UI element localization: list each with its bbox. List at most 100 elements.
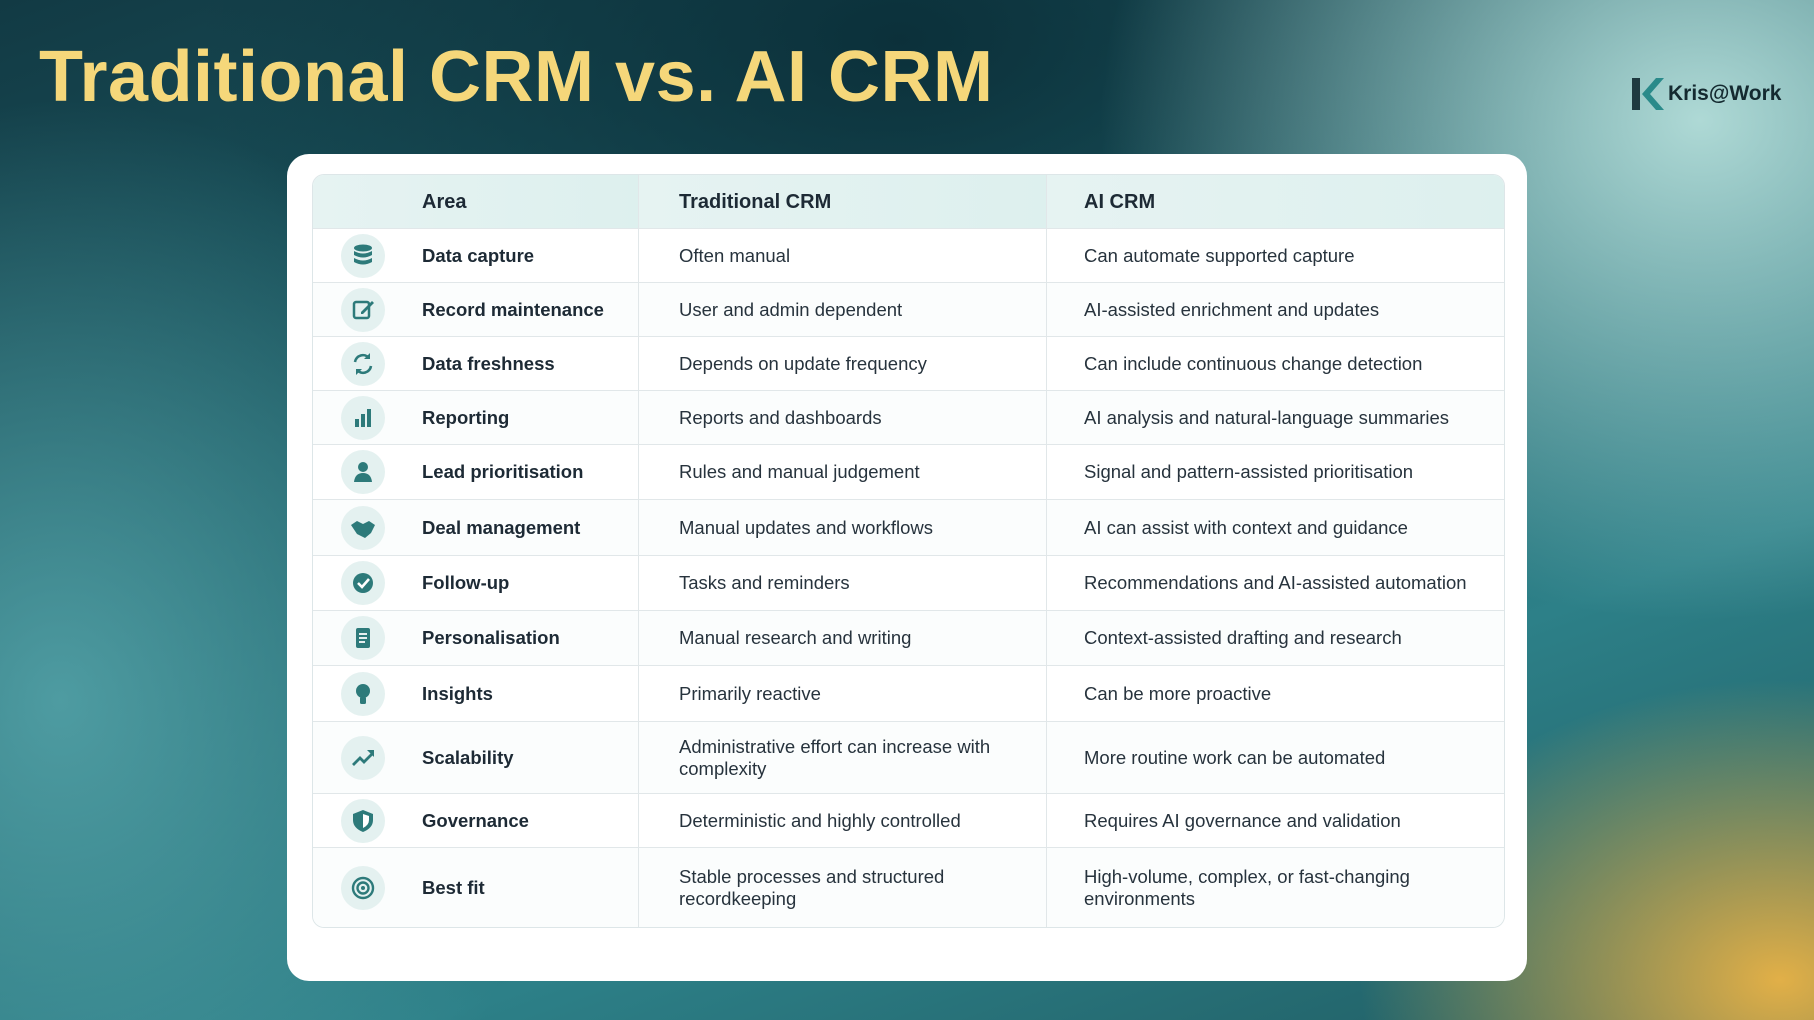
ai-cell: Can be more proactive [1046, 666, 1504, 722]
cell-text: Manual updates and workflows [679, 516, 934, 538]
area-cell: Deal management [313, 500, 638, 556]
cell-text: Often manual [679, 244, 791, 266]
cell-text: Governance [422, 809, 529, 831]
table-row: Follow-up Tasks and reminders Recommendati… [313, 556, 1504, 611]
cell-text: Deal management [422, 516, 581, 538]
cell-text: High-volume, complex, or fast-changing e… [1084, 865, 1410, 909]
row-icon [341, 561, 385, 605]
ai-cell: Can automate supported capture [1046, 229, 1504, 283]
table-row: Lead prioritisation Rules and manual judg… [313, 445, 1504, 500]
cell-text: Reporting [422, 406, 510, 428]
cell-text: Primarily reactive [679, 682, 821, 704]
area-cell: Best fit [313, 848, 638, 927]
ai-cell: Context-assisted drafting and research [1046, 611, 1504, 666]
cell-text: Data capture [422, 244, 535, 266]
table-row: Insights Primarily reactive Can be more pr… [313, 666, 1504, 722]
traditional-cell: Reports and dashboards [638, 391, 1046, 445]
traditional-cell: Deterministic and highly controlled [638, 794, 1046, 848]
logo-text: Kris@Work [1668, 82, 1782, 105]
cell-text: Deterministic and highly controlled [679, 809, 961, 831]
cell-text: Record maintenance [422, 298, 604, 320]
table-card: Area Traditional CRM AI CRM Data capture Of… [287, 154, 1527, 981]
cell-text: Requires AI governance and validation [1084, 809, 1401, 831]
ai-cell: Requires AI governance and validation [1046, 794, 1504, 848]
table-row: Reporting Reports and dashboards AI analys… [313, 391, 1504, 445]
ai-cell: High-volume, complex, or fast-changing e… [1046, 848, 1504, 927]
ai-cell: AI analysis and natural-language summari… [1046, 391, 1504, 445]
table-row: Personalisation Manual research and writi… [313, 611, 1504, 666]
area-cell: Data freshness [313, 337, 638, 391]
cell-text: Insights [422, 682, 493, 704]
area-cell: Record maintenance [313, 283, 638, 337]
ai-cell: Recommendations and AI-assisted automati… [1046, 556, 1504, 611]
cell-text: Best fit [422, 876, 485, 898]
traditional-cell: Primarily reactive [638, 666, 1046, 722]
header-row: Area Traditional CRM AI CRM [313, 175, 1504, 229]
cell-text: Manual research and writing [679, 627, 912, 648]
traditional-cell: Tasks and reminders [638, 556, 1046, 611]
column-header: AI CRM [1046, 175, 1504, 229]
cell-text: Tasks and reminders [679, 572, 850, 593]
cell-text: Reports and dashboards [679, 406, 882, 428]
cell-text: Scalability [422, 746, 514, 768]
table-row: Governance Deterministic and highly contr… [313, 794, 1504, 848]
cell-text: More routine work can be automated [1084, 746, 1386, 768]
area-cell: Insights [313, 666, 638, 722]
traditional-cell: Stable processes and structured recordke… [638, 848, 1046, 927]
logo: Kris@Work [1630, 76, 1781, 112]
ai-cell: AI can assist with context and guidance [1046, 500, 1504, 556]
row-icon [341, 395, 385, 440]
ai-cell: Can include continuous change detection [1046, 337, 1504, 391]
cell-text: AI-assisted enrichment and updates [1084, 298, 1380, 320]
table-row: Data capture Often manual Can automate sup… [313, 229, 1504, 283]
row-icon [341, 505, 385, 550]
cell-text: Rules and manual judgement [679, 461, 920, 482]
cell-text: Lead prioritisation [422, 461, 584, 482]
cell-text: Recommendations and AI-assisted automati… [1084, 572, 1467, 593]
row-icon [341, 865, 385, 910]
ai-cell: Signal and pattern-assisted prioritisati… [1046, 445, 1504, 500]
ai-cell: AI-assisted enrichment and updates [1046, 283, 1504, 337]
row-icon [341, 233, 385, 278]
traditional-cell: User and admin dependent [638, 283, 1046, 337]
comparison-table: Area Traditional CRM AI CRM Data capture Of… [312, 174, 1505, 928]
logo-mark [1632, 78, 1664, 110]
cell-text: Can include continuous change detection [1084, 352, 1423, 374]
cell-text: Can be more proactive [1084, 682, 1272, 704]
page-title: Traditional CRM vs. AI CRM [39, 37, 994, 117]
cell-text: Personalisation [422, 627, 560, 648]
cell-text: Data freshness [422, 352, 555, 374]
area-cell: Follow-up [313, 556, 638, 611]
cell-text: AI analysis and natural-language summari… [1084, 406, 1450, 428]
area-cell: Personalisation [313, 611, 638, 666]
table-row: Scalability Administrative effort can inc… [313, 722, 1504, 794]
column-header: Traditional CRM [638, 175, 1046, 229]
cell-text: User and admin dependent [679, 298, 903, 320]
table-row: Deal management Manual updates and workfl… [313, 500, 1504, 556]
row-icon [341, 287, 385, 332]
cell-text: Can automate supported capture [1084, 244, 1355, 266]
traditional-cell: Depends on update frequency [638, 337, 1046, 391]
traditional-cell: Rules and manual judgement [638, 445, 1046, 500]
traditional-cell: Manual updates and workflows [638, 500, 1046, 556]
cell-text: Administrative effort can increase with … [679, 735, 991, 779]
traditional-cell: Administrative effort can increase with … [638, 722, 1046, 794]
column-header: Area [313, 175, 638, 229]
area-cell: Lead prioritisation [313, 445, 638, 500]
ai-cell: More routine work can be automated [1046, 722, 1504, 794]
table-row: Record maintenance User and admin depende… [313, 283, 1504, 337]
area-cell: Data capture [313, 229, 638, 283]
cell-text: Stable processes and structured recordke… [679, 865, 945, 909]
area-cell: Governance [313, 794, 638, 848]
row-icon [341, 671, 385, 716]
traditional-cell: Manual research and writing [638, 611, 1046, 666]
cell-text: Follow-up [422, 572, 510, 593]
row-icon [341, 450, 385, 494]
area-cell: Scalability [313, 722, 638, 794]
cell-text: Depends on update frequency [679, 352, 927, 374]
table-row: Best fit Stable processes and structured … [313, 848, 1504, 927]
row-icon [341, 616, 385, 660]
traditional-cell: Often manual [638, 229, 1046, 283]
row-icon [341, 798, 385, 843]
